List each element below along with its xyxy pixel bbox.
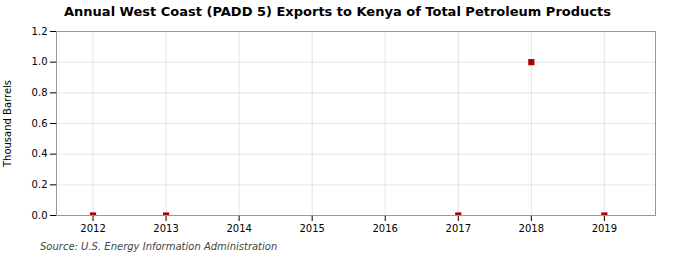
svg-text:0.2: 0.2: [32, 179, 48, 190]
svg-text:Thousand Barrels: Thousand Barrels: [2, 80, 13, 168]
svg-text:2012: 2012: [80, 223, 105, 234]
svg-text:2016: 2016: [372, 223, 397, 234]
html-text:Annual West Coast (PADD 5) Exp: Annual West Coast (PADD 5) Exports to Ke…: [64, 4, 611, 19]
svg-text:0.8: 0.8: [32, 87, 48, 98]
svg-text:1.2: 1.2: [32, 26, 48, 37]
svg-text:2019: 2019: [592, 223, 617, 234]
svg-text:2018: 2018: [519, 223, 544, 234]
svg-text:0.4: 0.4: [32, 148, 48, 159]
svg-text:2015: 2015: [299, 223, 324, 234]
html-text:Source: U.S. Energy Informatio: Source: U.S. Energy Information Administ…: [40, 241, 278, 252]
svg-text:0.6: 0.6: [32, 118, 48, 129]
svg-text:2013: 2013: [153, 223, 178, 234]
svg-text:2014: 2014: [226, 223, 251, 234]
svg-text:0.0: 0.0: [32, 210, 48, 221]
svg-text:1.0: 1.0: [32, 56, 48, 67]
svg-text:2017: 2017: [446, 223, 471, 234]
